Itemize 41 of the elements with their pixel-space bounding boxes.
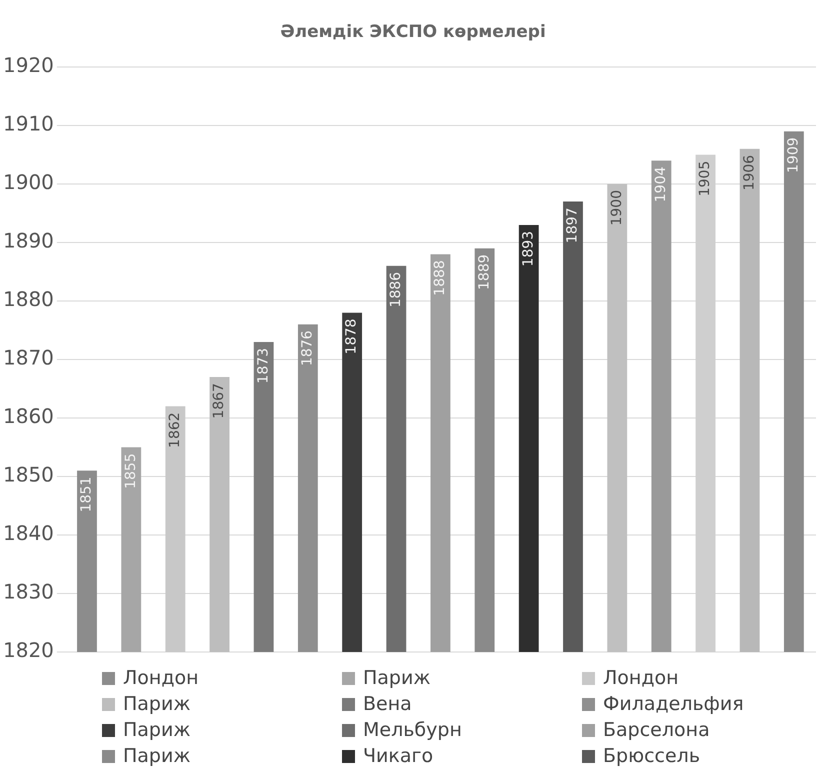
- data-label: 1889: [476, 254, 492, 290]
- legend-label: Лондон: [123, 667, 199, 689]
- y-tick-label: 1850: [2, 462, 54, 487]
- data-label: 1855: [122, 453, 139, 489]
- data-label: 1893: [520, 230, 536, 267]
- y-tick-label: 1820: [2, 638, 54, 662]
- data-label: 1906: [741, 154, 758, 191]
- data-label: 1862: [166, 412, 183, 448]
- y-tick-label: 1860: [2, 404, 54, 428]
- data-label: 1851: [78, 476, 95, 512]
- legend-label: Лондон: [603, 667, 679, 689]
- data-label: 1886: [388, 272, 404, 308]
- y-tick-label: 1830: [2, 580, 54, 604]
- data-label: 1876: [300, 330, 316, 366]
- data-label: 1888: [432, 260, 448, 296]
- legend-label: Париж: [123, 693, 190, 715]
- y-tick-label: 1910: [2, 112, 54, 136]
- chart-title: Әлемдік ЭКСПО көрмелері: [279, 21, 547, 44]
- legend-label: Вена: [363, 693, 412, 715]
- legend-label: Мельбурн: [363, 719, 462, 741]
- data-label: 1900: [608, 190, 625, 226]
- legend-label: Париж: [363, 667, 430, 689]
- legend-label: Париж: [123, 719, 190, 741]
- y-tick-label: 1890: [2, 228, 54, 253]
- data-label: 1909: [786, 137, 802, 173]
- data-label: 1878: [344, 318, 360, 354]
- data-label: 1867: [211, 383, 228, 419]
- y-tick-label: 1870: [2, 346, 54, 370]
- data-label: 1905: [697, 160, 714, 196]
- legend-label: Чикаго: [363, 745, 434, 767]
- data-label: 1897: [564, 208, 581, 244]
- y-tick-label: 1900: [2, 170, 54, 194]
- data-label: 1873: [255, 348, 272, 384]
- y-tick-label: 1880: [2, 287, 54, 312]
- data-label: 1904: [653, 166, 669, 202]
- legend-label: Барселона: [603, 719, 710, 741]
- legend-label: Брюссель: [603, 745, 700, 767]
- legend-label: Париж: [123, 745, 190, 767]
- y-tick-label: 1840: [2, 521, 54, 546]
- y-tick-label: 1920: [2, 53, 54, 78]
- legend-label: Филадельфия: [603, 693, 744, 715]
